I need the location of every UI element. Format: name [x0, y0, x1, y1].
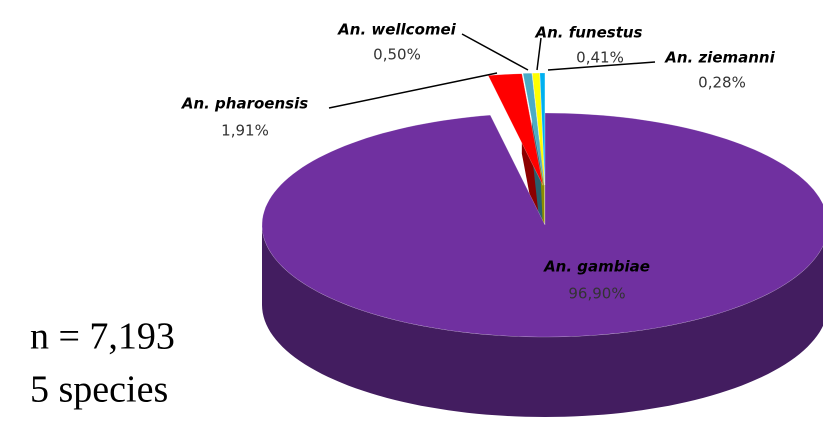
slice-label: An. wellcomei [337, 21, 457, 39]
annotation: n = 7,193 [30, 316, 175, 358]
slice [539, 72, 546, 186]
slice [261, 112, 823, 338]
slice-label: An. ziemanni [664, 49, 775, 67]
value-label: 1,91% [221, 122, 269, 140]
pie [261, 72, 823, 417]
value-label: 0,28% [698, 74, 746, 92]
leader-line [328, 72, 498, 109]
value-label: 0,41% [576, 49, 624, 67]
value-label: 0,50% [373, 46, 421, 64]
slice [522, 72, 545, 186]
slice-side [262, 225, 823, 417]
leader-line [461, 33, 529, 71]
labels: An. gambiae 96,90% An. pharoensis 1,91% An. … [181, 21, 776, 303]
slice-label: An. gambiae [543, 258, 650, 276]
annotation: 5 species [30, 369, 168, 411]
slice-label: An. funestus [535, 24, 643, 42]
value-label: 96,90% [568, 285, 625, 303]
slice [532, 72, 545, 186]
slice-label: An. pharoensis [181, 95, 308, 113]
leader-line [536, 37, 542, 71]
leader-line [547, 61, 656, 71]
